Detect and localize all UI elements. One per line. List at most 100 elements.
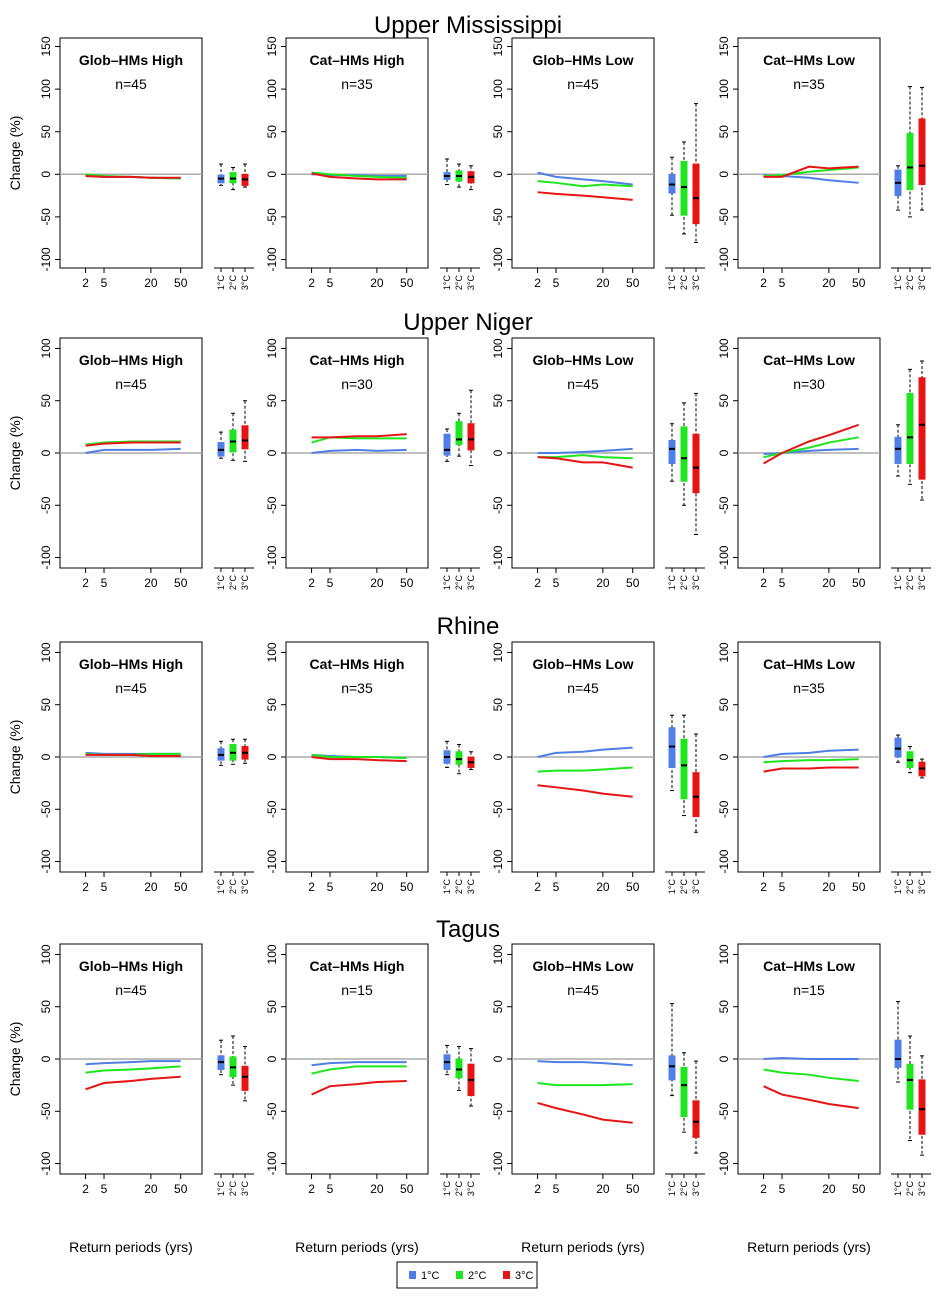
series-line-1°C bbox=[85, 447, 181, 454]
series-line-1°C bbox=[537, 171, 633, 186]
x-tick-label: 50 bbox=[174, 576, 188, 590]
box-label: 3°C bbox=[691, 879, 701, 895]
box-label: 1°C bbox=[442, 575, 452, 591]
y-tick-label: -50 bbox=[39, 800, 53, 818]
box-label: 2°C bbox=[228, 575, 238, 591]
x-tick-label: 5 bbox=[779, 1182, 786, 1196]
box-3°C bbox=[467, 423, 475, 451]
x-tick-label: 20 bbox=[144, 1182, 158, 1196]
series-line-2°C bbox=[85, 1065, 181, 1074]
series-line-3°C bbox=[537, 191, 633, 201]
x-tick-label: 5 bbox=[327, 1182, 334, 1196]
box-label: 2°C bbox=[679, 575, 689, 591]
series-line-1°C bbox=[763, 748, 859, 758]
y-tick-label: -50 bbox=[717, 208, 731, 226]
x-tick-label: 2 bbox=[308, 880, 315, 894]
y-tick-label: 50 bbox=[39, 125, 53, 139]
box-label: 1°C bbox=[667, 1181, 677, 1197]
box-3°C bbox=[918, 377, 926, 480]
x-tick-label: 50 bbox=[400, 880, 414, 894]
box-label: 3°C bbox=[466, 1181, 476, 1197]
box-label: 3°C bbox=[240, 275, 250, 291]
box-3°C bbox=[918, 1079, 926, 1135]
y-tick-label: 50 bbox=[39, 394, 53, 408]
box-3°C bbox=[692, 772, 700, 818]
basin-title: Rhine bbox=[437, 613, 500, 640]
panel-title: Glob–HMs High bbox=[79, 52, 183, 68]
series-line-1°C bbox=[537, 746, 633, 758]
series-line-3°C bbox=[763, 1085, 859, 1110]
sample-size: n=35 bbox=[793, 680, 825, 696]
sample-size: n=45 bbox=[115, 376, 147, 392]
series-line-1°C bbox=[537, 447, 633, 454]
y-tick-label: -50 bbox=[717, 1102, 731, 1120]
panel-title: Cat–HMs High bbox=[310, 958, 405, 974]
y-tick-label: 50 bbox=[491, 1000, 505, 1014]
y-tick-label: 50 bbox=[491, 125, 505, 139]
series-line-1°C bbox=[763, 447, 859, 456]
y-tick-label: 100 bbox=[491, 79, 505, 99]
x-tick-label: 20 bbox=[822, 276, 836, 290]
series-line-2°C bbox=[763, 758, 859, 764]
plot-frame bbox=[737, 37, 881, 269]
x-tick-label: 20 bbox=[596, 1182, 610, 1196]
x-tick-label: 5 bbox=[553, 1182, 560, 1196]
plot-frame bbox=[59, 37, 203, 269]
y-tick-label: 100 bbox=[717, 944, 731, 964]
box-label: 3°C bbox=[466, 575, 476, 591]
y-tick-label: -50 bbox=[265, 1102, 279, 1120]
box-label: 2°C bbox=[454, 575, 464, 591]
y-axis-label: Change (%) bbox=[7, 1022, 23, 1097]
y-tick-label: 100 bbox=[39, 642, 53, 662]
box-1°C bbox=[894, 737, 902, 758]
panel-title: Glob–HMs Low bbox=[532, 352, 633, 368]
y-tick-label: -50 bbox=[265, 800, 279, 818]
box-label: 3°C bbox=[917, 1181, 927, 1197]
x-tick-label: 2 bbox=[308, 1182, 315, 1196]
y-tick-label: 0 bbox=[265, 449, 279, 456]
box-1°C bbox=[668, 439, 676, 464]
x-tick-label: 50 bbox=[852, 1182, 866, 1196]
series-line-3°C bbox=[85, 753, 181, 757]
legend-swatch bbox=[456, 1271, 463, 1279]
x-tick-label: 5 bbox=[779, 276, 786, 290]
y-tick-label: 50 bbox=[265, 1000, 279, 1014]
series-line-3°C bbox=[311, 172, 407, 181]
x-tick-label: 50 bbox=[400, 276, 414, 290]
y-tick-label: 0 bbox=[717, 449, 731, 456]
x-tick-label: 20 bbox=[370, 576, 384, 590]
plot-frame bbox=[511, 37, 655, 269]
box-label: 1°C bbox=[893, 575, 903, 591]
y-tick-label: 0 bbox=[39, 753, 53, 760]
box-2°C bbox=[680, 738, 688, 800]
legend-label: 1°C bbox=[421, 1270, 440, 1282]
y-tick-label: -100 bbox=[491, 545, 505, 569]
y-tick-label: 0 bbox=[39, 449, 53, 456]
panel-title: Cat–HMs Low bbox=[763, 352, 855, 368]
sample-size: n=30 bbox=[341, 376, 373, 392]
x-tick-label: 5 bbox=[327, 880, 334, 894]
panel-title: Glob–HMs High bbox=[79, 656, 183, 672]
series-line-1°C bbox=[85, 1060, 181, 1066]
y-tick-label: 0 bbox=[717, 1055, 731, 1062]
panel-title: Cat–HMs Low bbox=[763, 656, 855, 672]
x-tick-label: 50 bbox=[852, 576, 866, 590]
x-tick-label: 2 bbox=[82, 576, 89, 590]
y-axis-label: Change (%) bbox=[7, 720, 23, 795]
x-tick-label: 50 bbox=[174, 276, 188, 290]
y-tick-label: -50 bbox=[491, 496, 505, 514]
y-tick-label: 0 bbox=[265, 1055, 279, 1062]
y-tick-label: -100 bbox=[717, 247, 731, 271]
x-tick-label: 5 bbox=[779, 880, 786, 894]
y-tick-label: -100 bbox=[491, 247, 505, 271]
y-tick-label: 100 bbox=[265, 79, 279, 99]
y-tick-label: 0 bbox=[491, 449, 505, 456]
x-tick-label: 50 bbox=[626, 1182, 640, 1196]
y-tick-label: -50 bbox=[491, 800, 505, 818]
y-tick-label: -100 bbox=[265, 1151, 279, 1175]
box-1°C bbox=[668, 727, 676, 768]
box-label: 3°C bbox=[917, 275, 927, 291]
x-tick-label: 2 bbox=[82, 880, 89, 894]
x-tick-label: 2 bbox=[760, 276, 767, 290]
box-label: 1°C bbox=[216, 1181, 226, 1197]
